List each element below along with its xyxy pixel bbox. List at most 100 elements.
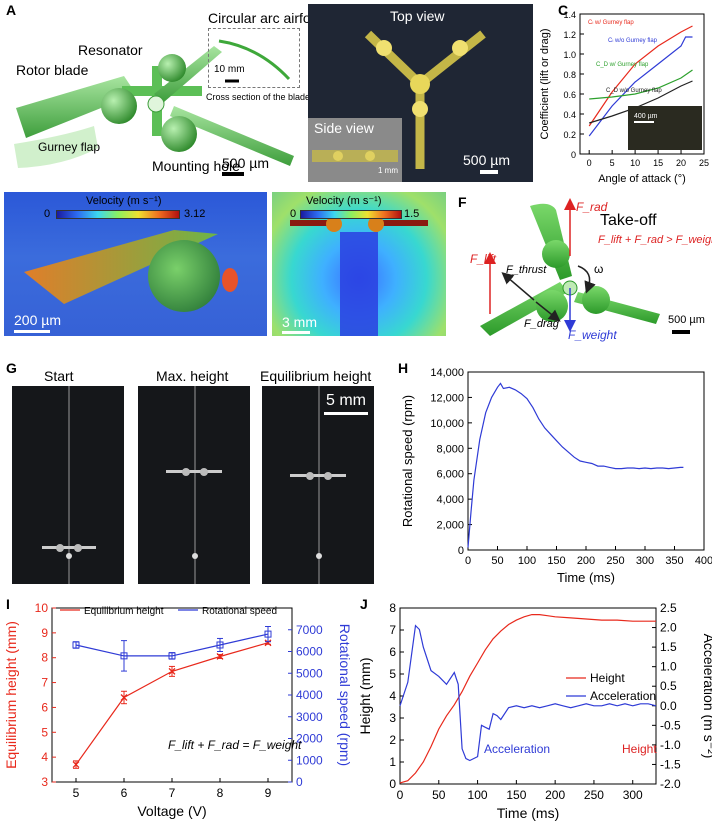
y-tick-label: 2	[389, 733, 396, 747]
data-point	[264, 630, 272, 638]
x-axis-label: Angle of attack (°)	[598, 173, 686, 185]
y-tick-label: 0.2	[563, 130, 576, 140]
y-tick-label: 4,000	[436, 494, 464, 506]
panel-label-i: I	[6, 596, 10, 612]
equilibrium-equation: F_lift + F_rad = F_weight	[168, 738, 302, 752]
legend-entry: Acceleration	[590, 689, 656, 703]
frame-equilibrium-photo	[290, 386, 346, 584]
f-thrust-label: F_thrust	[506, 264, 547, 276]
inset-caption: Cross section of the blade	[206, 92, 311, 102]
x-tick-label: 150	[547, 555, 565, 567]
data-point	[264, 639, 272, 647]
inset-scale-label: 400 µm	[634, 113, 658, 120]
side-photo	[312, 150, 398, 162]
series-label: C_D w/ Gurney flap	[596, 62, 649, 68]
y-right-tick-label: 4000	[296, 688, 323, 702]
frame-max-photo	[166, 386, 222, 584]
mounting-hole-label: Mounting hole	[152, 158, 240, 174]
x-tick-label: 20	[676, 158, 686, 168]
rotor-photo	[364, 30, 486, 169]
y-right-tick-label: 2.5	[660, 601, 677, 615]
legend-entry: Equilibrium height	[84, 606, 164, 617]
plot-frame	[51, 607, 293, 783]
y-tick-label: 3	[41, 775, 48, 789]
x-tick-label: 200	[577, 555, 595, 567]
y-tick-label: 10	[35, 601, 49, 615]
f-weight-label: F_weight	[568, 328, 617, 342]
y-tick-label: 12,000	[430, 392, 464, 404]
y-tick-label: 8	[41, 651, 48, 665]
series-label: C_D w/o Gurney flap	[606, 88, 662, 94]
y-right-tick-label: 5000	[296, 666, 323, 680]
colorbar-max-d: 3.12	[184, 208, 206, 220]
side-view-inset	[308, 118, 402, 182]
colorbar-title-d: Velocity (m s⁻¹)	[86, 195, 162, 207]
colorbar-title-e: Velocity (m s⁻¹)	[306, 195, 382, 207]
series-line	[399, 614, 656, 784]
colorbar-d	[56, 210, 180, 219]
y-tick-label: 0.6	[563, 90, 576, 100]
frame-start-photo	[42, 386, 96, 584]
x-tick-label: 200	[545, 788, 565, 802]
series-line	[589, 80, 693, 124]
y-right-tick-label: 2000	[296, 732, 323, 746]
y-right-tick-label: 0.5	[660, 679, 677, 693]
x-tick-label: 7	[169, 786, 176, 800]
y-right-tick-label: -1.5	[660, 757, 681, 771]
y-right-tick-label: 3000	[296, 710, 323, 724]
omega-label: ω	[594, 262, 604, 276]
series-line	[399, 624, 657, 762]
scale-label-g: 5 mm	[326, 392, 366, 409]
f-rad-label: F_rad	[576, 200, 608, 214]
x-axis-label: Time (ms)	[557, 570, 615, 585]
y-tick-label: 5	[41, 725, 48, 739]
chart-h: 0 50 100 150 200 250 300 350 400 0 2,000 4,000 6,000…	[400, 367, 712, 585]
airfoil-section	[218, 39, 291, 83]
y-tick-label: 14,000	[430, 367, 464, 379]
y-right-tick-label: 7000	[296, 623, 323, 637]
y-tick-label: 0	[458, 545, 464, 557]
y-tick-label: 0.4	[563, 110, 576, 120]
x-tick-label: 250	[584, 788, 604, 802]
gurney-flap-label: Gurney flap	[38, 140, 101, 154]
x-tick-label: 5	[73, 786, 80, 800]
y-tick-label: 8,000	[436, 443, 464, 455]
y-tick-label: 10,000	[430, 418, 464, 430]
y-axis-label: Rotational speed (rpm)	[400, 395, 415, 527]
y-tick-label: 6	[41, 700, 48, 714]
scale-label-a: 500 µm	[222, 155, 269, 171]
panel-label-h: H	[398, 360, 409, 376]
chart-c: 0 5 10 15 20 25 0 0.2 0.4 0.6 0.8 1.0 1.2 1.4 Angle of…	[539, 10, 709, 185]
y-tick-label: 3	[389, 711, 396, 725]
take-off-condition: F_lift + F_rad > F_weight	[598, 234, 712, 246]
colorbar-e	[300, 210, 402, 219]
resonator-label: Resonator	[78, 42, 143, 58]
x-tick-label: 0	[397, 788, 404, 802]
scale-bar-a	[222, 172, 244, 176]
x-tick-label: 0	[587, 158, 592, 168]
data-point	[216, 641, 224, 649]
f-drag-label: F_drag	[524, 318, 559, 330]
scale-label-b: 500 µm	[463, 152, 510, 168]
frame-title-max: Max. height	[156, 368, 229, 384]
f-lift-label: F_lift	[470, 252, 497, 266]
cfd-blade-render	[24, 230, 238, 312]
y-right-tick-label: 0.0	[660, 699, 677, 713]
x-tick-label: 250	[606, 555, 624, 567]
side-scale-label: 1 mm	[378, 166, 398, 175]
x-tick-label: 100	[468, 788, 488, 802]
scale-label-d: 200 µm	[14, 312, 61, 328]
y-right-tick-label: -0.5	[660, 718, 681, 732]
y-tick-label: 4	[41, 750, 48, 764]
y-right-axis-label: Acceleration (m s⁻²)	[701, 634, 712, 759]
series-label: Cₗ w/o Gurney flap	[608, 38, 658, 44]
y-axis-label: Coefficient (lift or drag)	[539, 28, 551, 139]
x-tick-label: 0	[465, 555, 471, 567]
rotor-render	[14, 46, 294, 168]
data-point	[216, 653, 224, 660]
y-right-tick-label: 1.0	[660, 660, 677, 674]
x-tick-label: 50	[432, 788, 446, 802]
legend-entry: Rotational speed	[202, 606, 277, 617]
x-tick-label: 300	[636, 555, 654, 567]
top-view-label: Top view	[390, 8, 445, 24]
